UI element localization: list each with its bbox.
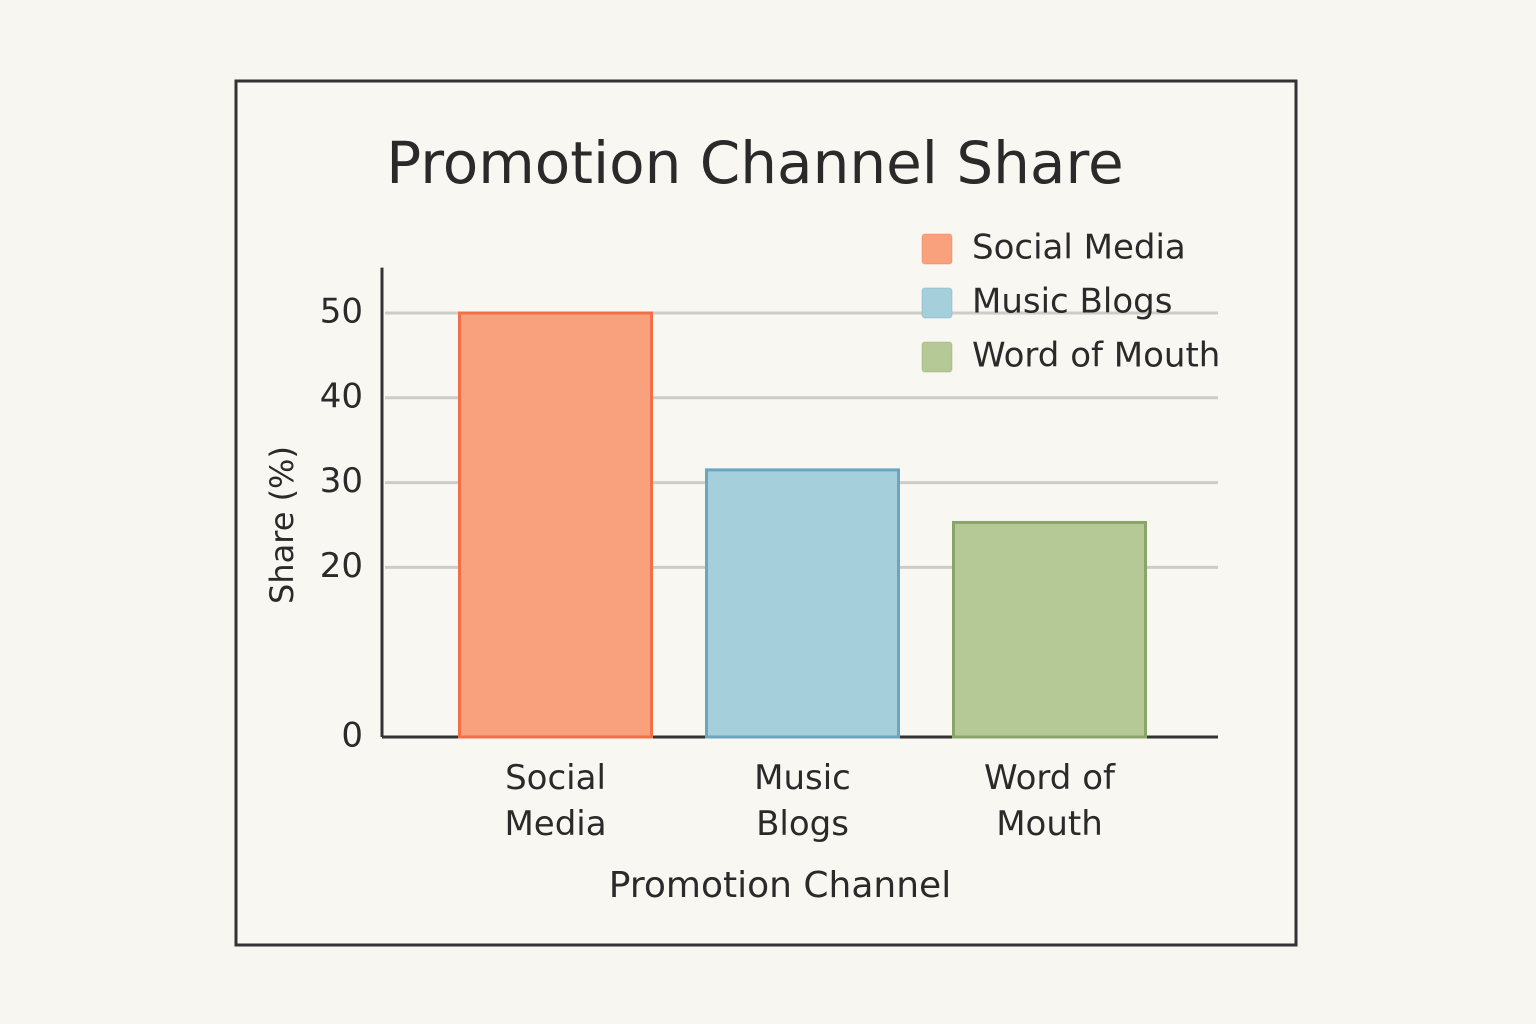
x-tick-label-box: Word of Mouth xyxy=(984,758,1115,844)
y-axis-label: Share (%) xyxy=(263,446,301,604)
y-tick-label: 0 xyxy=(341,716,363,756)
x-tick-label: Word of Mouth xyxy=(984,758,1115,844)
legend-label: Music Blogs xyxy=(972,282,1172,322)
y-tick-label: 30 xyxy=(320,461,363,501)
bar xyxy=(705,468,900,739)
x-axis-label: Promotion Channel xyxy=(609,865,951,906)
legend-swatch xyxy=(921,233,953,265)
legend-swatch xyxy=(921,287,953,319)
x-tick-label: Social Media xyxy=(504,758,607,844)
x-tick-label-box: Music Blogs xyxy=(754,758,851,844)
chart-title: Promotion Channel Share xyxy=(386,129,1123,197)
bar xyxy=(952,520,1147,739)
legend-label: Social Media xyxy=(972,228,1186,268)
y-tick-label: 40 xyxy=(320,376,363,416)
bar xyxy=(458,311,653,739)
legend-label: Word of Mouth xyxy=(972,336,1220,376)
y-tick-label: 20 xyxy=(320,546,363,586)
legend-swatch xyxy=(921,341,953,373)
x-tick-label-box: Social Media xyxy=(504,758,607,844)
x-tick-label: Music Blogs xyxy=(754,758,851,844)
y-tick-label: 50 xyxy=(320,292,363,332)
